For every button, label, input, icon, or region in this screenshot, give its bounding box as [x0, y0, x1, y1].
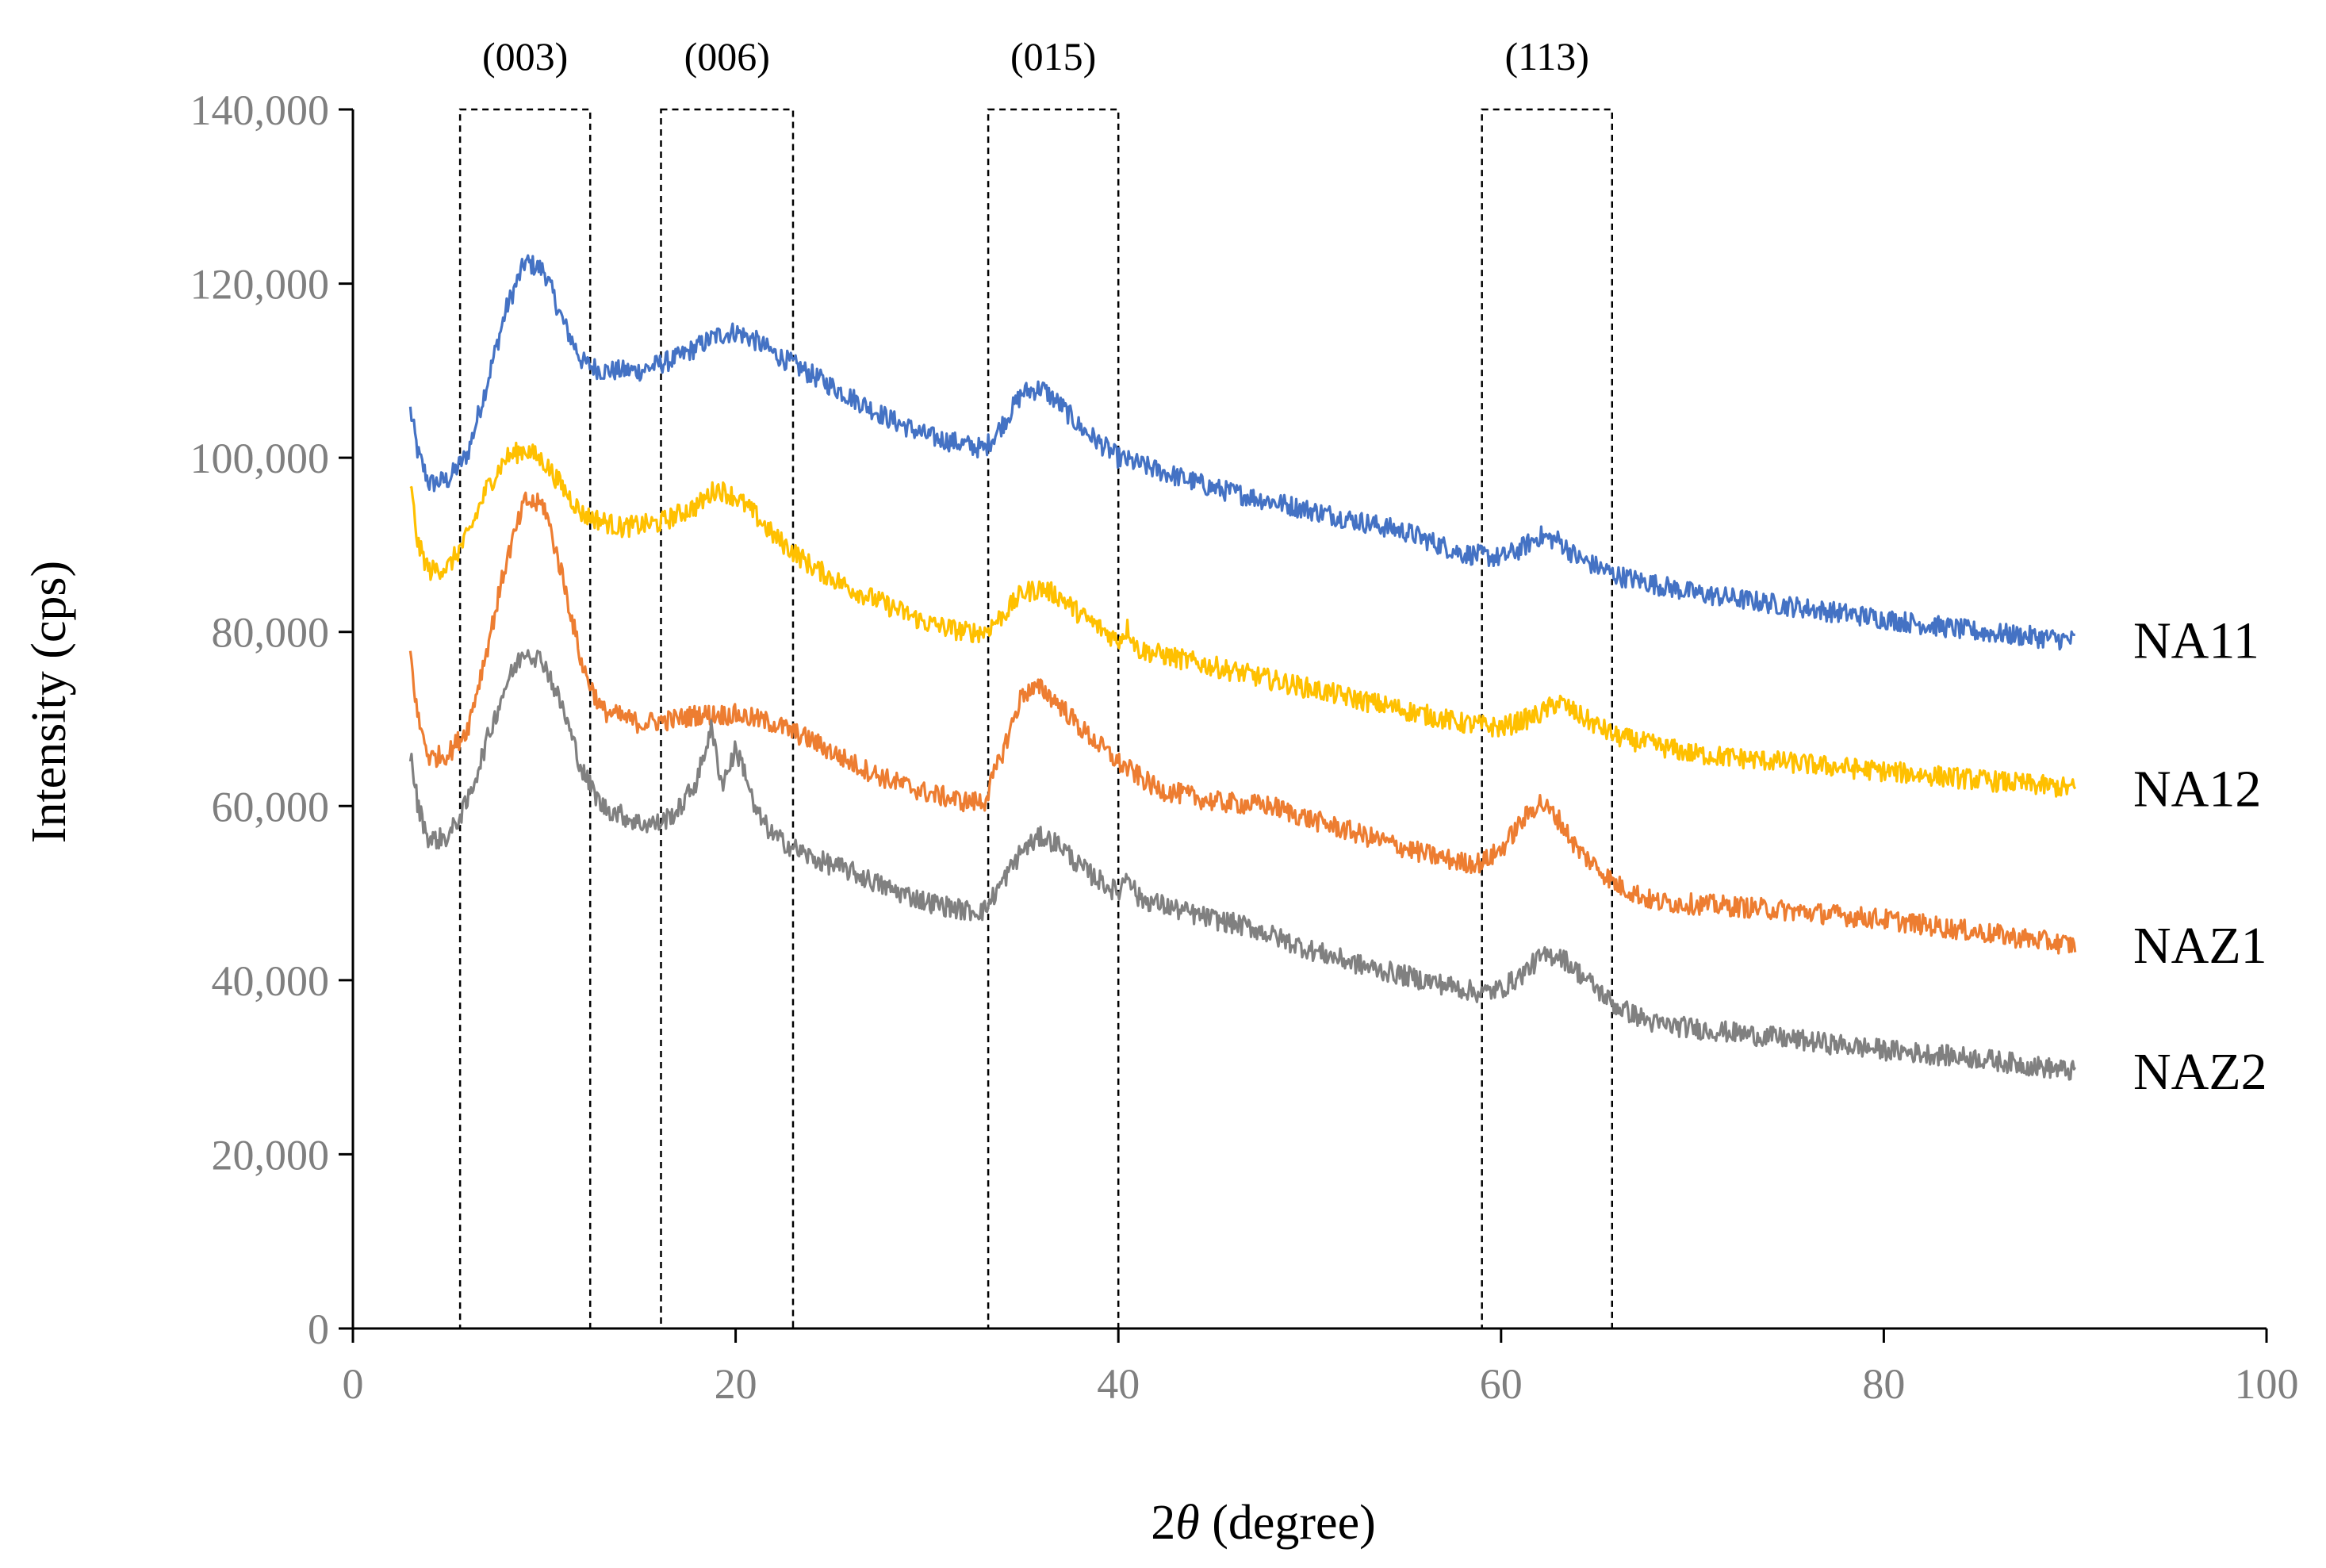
- peak-region-box: [987, 108, 1120, 1330]
- x-axis-title-theta: θ: [1175, 1496, 1199, 1550]
- x-axis-title-suffix: (degree): [1200, 1496, 1376, 1550]
- peak-region-label: (015): [1010, 34, 1096, 79]
- series-line-na12: [409, 441, 2077, 798]
- axes: [351, 109, 2267, 1330]
- x-tick-label: 60: [1480, 1360, 1523, 1408]
- y-tick-label: 140,000: [190, 86, 330, 134]
- series-label-na11: NA11: [2133, 612, 2259, 670]
- x-axis-title-prefix: 2: [1151, 1496, 1175, 1550]
- x-tick-label: 0: [343, 1360, 364, 1408]
- series-line-naz1: [408, 491, 2077, 955]
- x-tick-label: 40: [1097, 1360, 1140, 1408]
- peak-region-box: [458, 108, 592, 1330]
- y-tick-label: 120,000: [190, 261, 330, 309]
- x-tick-label: 80: [1862, 1360, 1905, 1408]
- series-label-naz2: NAZ2: [2133, 1043, 2267, 1101]
- x-axis-title: 2θ (degree): [1151, 1496, 1375, 1550]
- y-tick-label: 100,000: [190, 435, 330, 482]
- series-label-naz1: NAZ1: [2133, 917, 2267, 975]
- y-tick-label: 20,000: [212, 1131, 330, 1179]
- series-line-na11: [408, 254, 2075, 651]
- y-tick-label: 60,000: [212, 783, 330, 830]
- peak-region-label: (003): [482, 34, 568, 79]
- series-lines: [408, 254, 2077, 1081]
- peak-region-label: (113): [1504, 34, 1588, 79]
- series-label-na12: NA12: [2133, 760, 2261, 818]
- series-line-naz2: [408, 649, 2077, 1081]
- x-tick-label: 100: [2235, 1360, 2299, 1408]
- peak-region-label: (006): [684, 34, 770, 79]
- y-axis-title: Intensity (cps): [22, 561, 76, 843]
- x-tick-label: 20: [715, 1360, 757, 1408]
- series-labels: NA11 NA12 NAZ1 NAZ2: [2133, 612, 2267, 1101]
- axis-ticks: 0 20,000 40,000 60,000 80,000 100,000 120,000 1…: [190, 86, 2299, 1408]
- y-tick-label: 80,000: [212, 609, 330, 657]
- y-tick-label: 0: [308, 1305, 329, 1353]
- y-tick-label: 40,000: [212, 957, 330, 1005]
- peak-region-boxes: (003) (006) (015) (113): [458, 34, 1614, 1330]
